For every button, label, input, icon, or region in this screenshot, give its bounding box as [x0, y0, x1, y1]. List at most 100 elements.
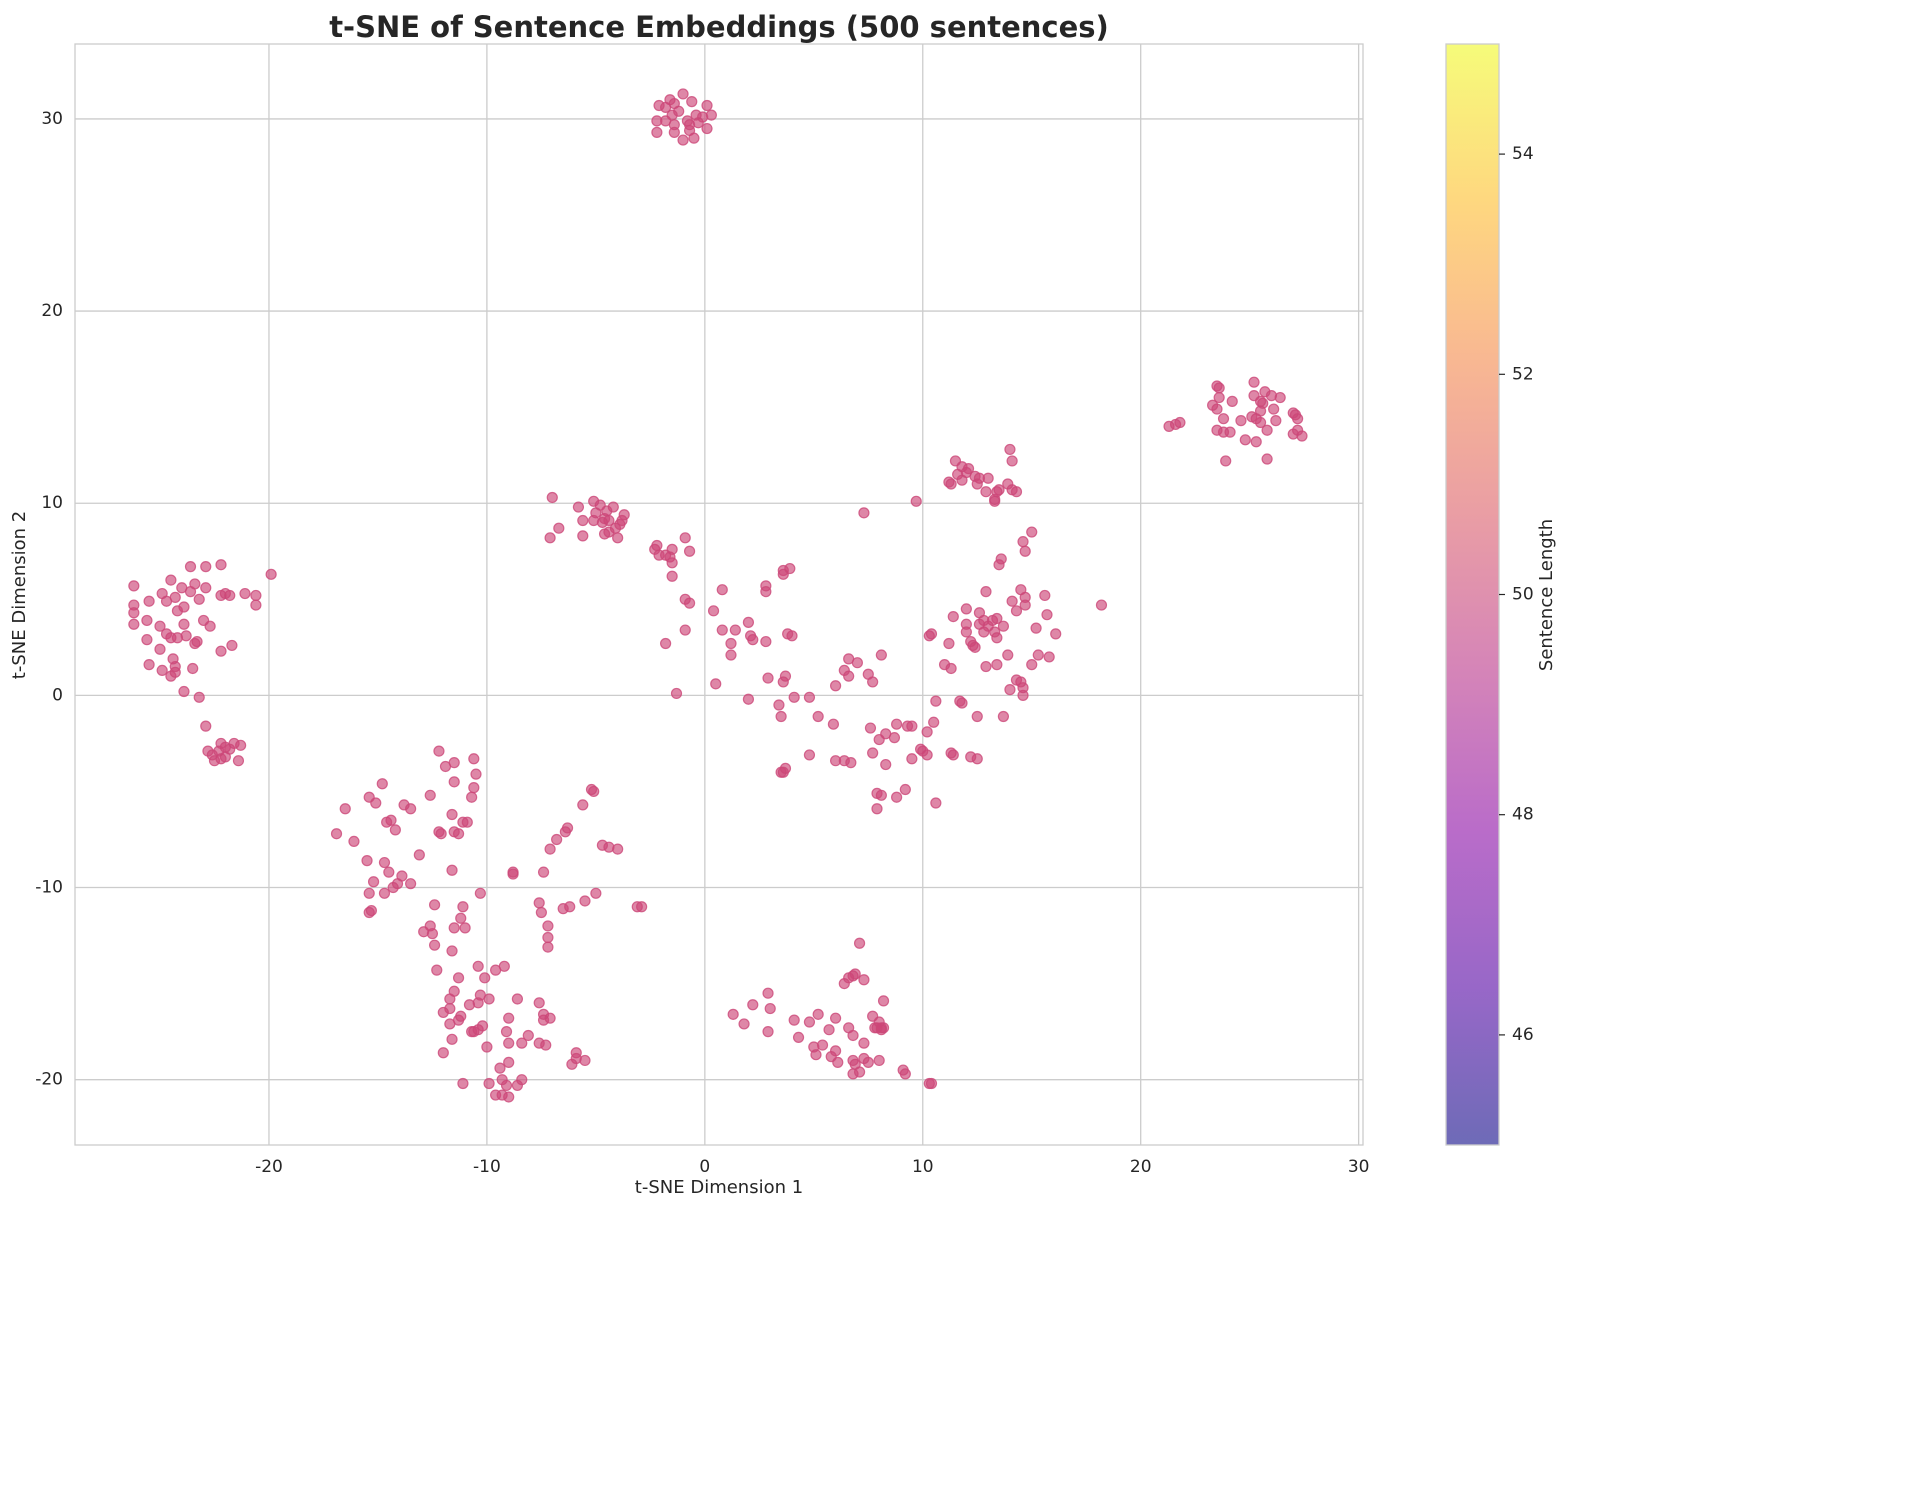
data-point	[925, 628, 938, 640]
data-point	[683, 119, 696, 131]
data-point	[444, 993, 456, 1005]
data-point	[474, 887, 486, 899]
data-point	[500, 1026, 513, 1038]
data-point	[747, 999, 759, 1011]
data-point	[452, 972, 465, 984]
data-point	[483, 1077, 495, 1090]
data-point	[921, 749, 933, 761]
plot-frame	[74, 43, 1364, 1146]
data-point	[971, 710, 983, 723]
data-point	[511, 993, 524, 1005]
data-point	[544, 1012, 556, 1024]
data-point	[250, 599, 262, 611]
data-point	[921, 726, 933, 738]
data-point	[178, 618, 190, 630]
data-point	[405, 803, 417, 815]
data-point	[542, 920, 554, 932]
data-point	[651, 539, 663, 552]
data-point	[871, 803, 883, 815]
data-point	[725, 649, 737, 661]
data-point	[880, 758, 892, 771]
data-point	[468, 782, 480, 794]
data-point	[448, 922, 460, 934]
data-point	[707, 605, 720, 617]
data-point	[1002, 649, 1014, 661]
data-point	[365, 904, 377, 917]
data-point	[165, 574, 177, 586]
data-point	[716, 584, 728, 596]
data-point	[503, 1056, 515, 1068]
data-point	[666, 557, 678, 569]
data-point	[1268, 403, 1280, 415]
data-point	[219, 751, 231, 763]
data-point	[1270, 415, 1282, 427]
data-point	[433, 745, 445, 757]
data-point	[459, 922, 471, 934]
data-point	[971, 753, 983, 765]
data-point	[235, 739, 247, 751]
data-point	[843, 670, 855, 682]
data-point	[982, 472, 994, 484]
data-point	[577, 514, 589, 527]
data-point	[760, 586, 772, 598]
x-tick-label: -20	[255, 1157, 283, 1177]
data-point	[200, 561, 212, 573]
data-point	[701, 122, 713, 135]
data-point	[448, 757, 460, 769]
data-point	[446, 945, 458, 957]
data-point	[827, 718, 840, 730]
data-point	[564, 901, 576, 913]
colorbar-label: Sentence Length	[1536, 519, 1557, 671]
colorbar-tick-label: 46	[1512, 1025, 1534, 1045]
data-point	[455, 912, 467, 924]
data-point	[1274, 391, 1286, 404]
x-tick-label: 10	[912, 1157, 934, 1177]
data-point	[389, 824, 401, 836]
data-point	[862, 1056, 874, 1068]
data-point	[910, 495, 922, 507]
y-tick-label: 10	[41, 493, 63, 513]
data-point	[544, 532, 556, 544]
data-point	[993, 484, 1005, 496]
data-point	[899, 783, 911, 796]
data-point	[725, 637, 737, 650]
data-point	[446, 808, 458, 821]
data-point	[426, 928, 439, 940]
data-point	[962, 463, 975, 475]
data-point	[200, 582, 212, 594]
data-point	[537, 866, 550, 878]
data-point	[370, 797, 382, 809]
data-point	[679, 624, 691, 636]
data-point	[788, 1014, 800, 1026]
data-point	[466, 791, 478, 803]
data-point	[701, 99, 713, 112]
data-point	[1239, 434, 1251, 446]
data-point	[577, 799, 589, 811]
data-point	[535, 906, 547, 919]
data-point	[200, 720, 212, 732]
data-point	[446, 864, 458, 876]
data-point	[636, 901, 648, 913]
data-point	[847, 1029, 859, 1042]
data-point	[960, 603, 972, 615]
data-point	[906, 720, 918, 732]
data-point	[679, 532, 691, 544]
data-point	[424, 789, 436, 801]
data-point	[448, 776, 460, 788]
data-point	[997, 620, 1010, 632]
data-point	[472, 997, 484, 1009]
data-point	[930, 695, 942, 707]
data-point	[1248, 376, 1260, 388]
data-point	[945, 478, 957, 490]
data-point	[810, 1049, 822, 1061]
data-point	[507, 866, 519, 878]
data-point	[232, 755, 245, 767]
data-point	[829, 1045, 842, 1057]
data-point	[413, 849, 425, 861]
data-point	[533, 897, 545, 909]
data-point	[180, 630, 192, 642]
data-point	[997, 710, 1010, 723]
x-axis-label: t-SNE Dimension 1	[635, 1177, 803, 1198]
data-point	[396, 870, 408, 882]
data-point	[1254, 416, 1267, 429]
